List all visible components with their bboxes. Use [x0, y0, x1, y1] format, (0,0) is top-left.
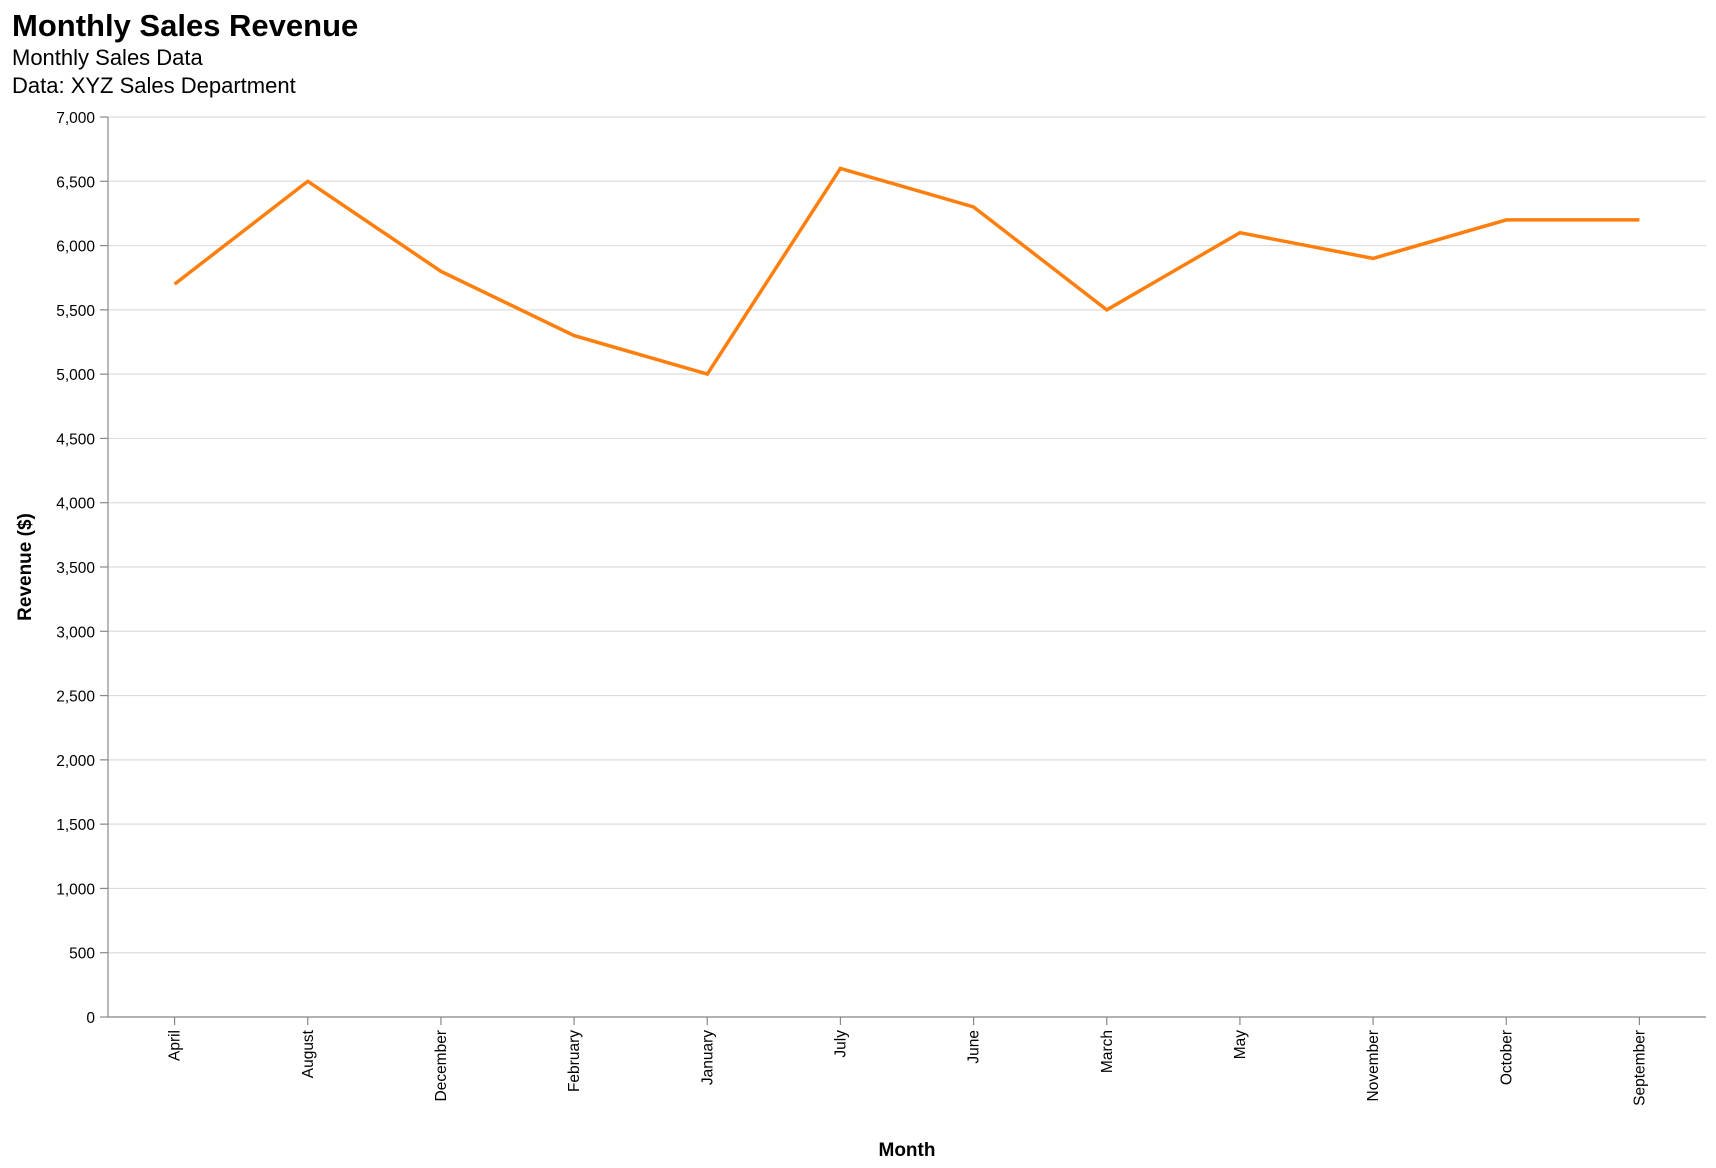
y-tick-label: 500: [69, 946, 95, 963]
y-tick-label: 6,500: [56, 174, 95, 191]
data-point: [438, 269, 443, 274]
y-tick-label: 2,500: [56, 689, 95, 706]
y-tick-label: 7,000: [56, 110, 95, 127]
x-tick-label: March: [1099, 1030, 1116, 1073]
chart-subtitle-2: Data: XYZ Sales Department: [12, 73, 296, 98]
y-tick-label: 5,500: [56, 303, 95, 320]
y-axis-title: Revenue ($): [15, 513, 36, 621]
x-tick-label: April: [167, 1030, 184, 1061]
y-tick-label: 4,000: [56, 496, 95, 513]
x-tick-label: September: [1631, 1030, 1648, 1106]
x-axis-title: Month: [879, 1140, 936, 1161]
x-tick-label: November: [1365, 1030, 1382, 1102]
y-tick-label: 3,500: [56, 560, 95, 577]
y-tick-label: 4,500: [56, 431, 95, 448]
series-layer: [172, 166, 1642, 377]
data-point: [838, 166, 843, 171]
x-tick-label: May: [1232, 1030, 1249, 1060]
y-tick-label: 6,000: [56, 239, 95, 256]
data-point: [1637, 217, 1642, 222]
data-point: [1104, 307, 1109, 312]
chart-subtitle-1: Monthly Sales Data: [12, 45, 203, 70]
x-tick-label: October: [1498, 1030, 1515, 1085]
data-point: [1371, 256, 1376, 261]
data-point: [305, 179, 310, 184]
x-tick-label: January: [699, 1030, 716, 1085]
x-tick-label: August: [300, 1029, 317, 1078]
y-tick-label: 1,000: [56, 881, 95, 898]
y-tick-label: 0: [86, 1010, 95, 1027]
data-point: [1504, 217, 1509, 222]
x-tick-label: June: [966, 1030, 983, 1064]
x-tick-label: December: [433, 1030, 450, 1102]
x-tick-label: February: [566, 1030, 583, 1092]
series-line: [173, 166, 1640, 377]
data-point: [705, 372, 710, 377]
chart-title: Monthly Sales Revenue: [12, 8, 359, 43]
axes: 0 500 1,000 1,500 2,000 2,500 3,000 3,500 4,000 4…: [56, 110, 1706, 1106]
y-tick-label: 3,000: [56, 624, 95, 641]
gridlines: [108, 116, 1706, 1018]
y-tick-label: 2,000: [56, 753, 95, 770]
data-point: [172, 282, 177, 287]
data-point: [572, 333, 577, 338]
data-point: [971, 205, 976, 210]
y-tick-label: 5,000: [56, 367, 95, 384]
data-point: [1237, 230, 1242, 235]
x-tick-label: July: [832, 1030, 849, 1058]
y-tick-label: 1,500: [56, 817, 95, 834]
